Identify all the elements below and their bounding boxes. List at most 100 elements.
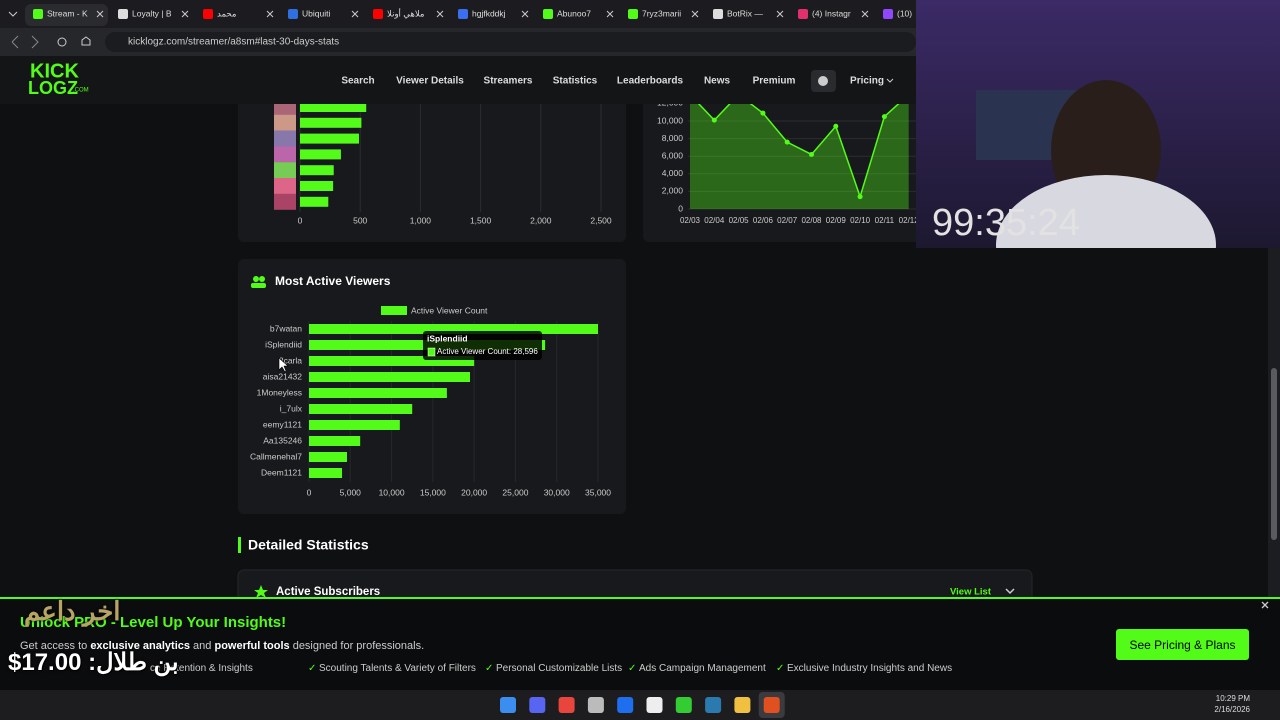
tab-close[interactable] bbox=[776, 10, 784, 18]
taskbar-icon[interactable] bbox=[587, 697, 604, 713]
nav-link[interactable]: News bbox=[704, 76, 731, 87]
y-tick-label: 2carla bbox=[279, 355, 302, 365]
tab[interactable] bbox=[535, 4, 618, 26]
home[interactable] bbox=[81, 36, 91, 46]
logo-bottom[interactable]: LOGZ bbox=[28, 78, 78, 98]
y-tick-label: 4,000 bbox=[662, 168, 684, 178]
nav-link[interactable]: Pricing bbox=[850, 76, 884, 87]
tab-icon bbox=[203, 9, 213, 19]
tab[interactable] bbox=[450, 4, 533, 26]
x-tick-label: 02/03 bbox=[680, 216, 701, 225]
feature: ce Retention & Insights bbox=[150, 663, 253, 674]
tab[interactable] bbox=[705, 4, 788, 26]
taskbar-icon[interactable] bbox=[558, 697, 575, 713]
tab-title[interactable]: (4) Instagr bbox=[812, 8, 851, 18]
nav-arrow[interactable] bbox=[11, 35, 19, 49]
discord-icon bbox=[818, 76, 828, 86]
y-tick-label: b7watan bbox=[270, 323, 302, 333]
tab-title[interactable]: Abunoo7 bbox=[557, 8, 591, 18]
nav-link[interactable]: Statistics bbox=[553, 76, 598, 87]
tab-close[interactable] bbox=[606, 10, 614, 18]
logo-top[interactable]: KICK bbox=[30, 60, 79, 82]
tab[interactable] bbox=[365, 4, 448, 26]
tab-close[interactable] bbox=[691, 10, 699, 18]
taskbar-icon[interactable] bbox=[763, 697, 780, 713]
view-list[interactable]: View List bbox=[950, 587, 992, 597]
tab-menu[interactable] bbox=[8, 11, 18, 17]
section-title[interactable]: Active Subscribers bbox=[276, 586, 380, 597]
promo-text: Get access to exclusive analytics and po… bbox=[20, 640, 424, 652]
x-tick-label: 0 bbox=[307, 487, 312, 497]
tab-title[interactable]: Stream - K bbox=[47, 8, 88, 18]
tab[interactable] bbox=[195, 4, 278, 26]
x-tick-label: 5,000 bbox=[340, 487, 362, 497]
tab[interactable] bbox=[790, 4, 873, 26]
y-tick-label: 6,000 bbox=[662, 150, 684, 160]
tab-title[interactable]: ملاهي أونلا bbox=[387, 6, 425, 19]
y-tick-label: 2,000 bbox=[662, 186, 684, 196]
x-tick-label: 20,000 bbox=[461, 487, 487, 497]
tab-icon bbox=[713, 9, 723, 19]
tab-close[interactable] bbox=[861, 10, 869, 18]
tab-close[interactable] bbox=[266, 10, 274, 18]
tab[interactable] bbox=[25, 4, 108, 26]
bar[interactable] bbox=[309, 420, 400, 430]
taskbar-icon[interactable] bbox=[529, 697, 546, 713]
scrollbar[interactable] bbox=[1268, 104, 1280, 690]
url[interactable]: kicklogz.com/streamer/a8sm#last-30-days-… bbox=[128, 37, 339, 48]
taskbar-icon[interactable] bbox=[500, 697, 516, 713]
nav-link[interactable]: Leaderboards bbox=[617, 76, 684, 87]
tab-title[interactable]: محمد bbox=[217, 8, 237, 18]
bar[interactable] bbox=[309, 452, 347, 462]
tab[interactable] bbox=[110, 4, 193, 26]
nav-link[interactable]: Streamers bbox=[484, 76, 533, 87]
bar[interactable] bbox=[309, 404, 413, 414]
nav-arrow[interactable] bbox=[31, 35, 39, 49]
reload[interactable] bbox=[57, 37, 67, 47]
tab-close[interactable] bbox=[521, 10, 529, 18]
x-tick-label: 0 bbox=[298, 215, 303, 225]
scroll-thumb[interactable] bbox=[1271, 368, 1277, 540]
tab-title[interactable]: Loyalty | B bbox=[132, 8, 172, 18]
x-tick-label: 30,000 bbox=[544, 487, 570, 497]
bar[interactable] bbox=[309, 388, 447, 398]
y-tick-label: Callmenehal7 bbox=[250, 451, 302, 461]
tab-close[interactable] bbox=[96, 10, 104, 18]
tab-close[interactable] bbox=[436, 10, 444, 18]
tab-title[interactable]: BotRix — bbox=[727, 8, 763, 18]
close-button[interactable] bbox=[1259, 599, 1271, 611]
nav-link[interactable]: Premium bbox=[753, 76, 796, 87]
tab-close[interactable] bbox=[181, 10, 189, 18]
x-tick-label: 02/04 bbox=[704, 216, 725, 225]
taskbar-icon[interactable] bbox=[675, 697, 692, 713]
chevron[interactable] bbox=[1005, 588, 1015, 595]
bar[interactable] bbox=[309, 324, 598, 334]
address-bar[interactable] bbox=[105, 32, 916, 52]
taskbar-icon[interactable] bbox=[617, 697, 634, 713]
tab[interactable] bbox=[280, 4, 363, 26]
bar[interactable] bbox=[309, 436, 361, 446]
taskbar-icon[interactable] bbox=[705, 697, 722, 713]
legend-swatch bbox=[381, 306, 407, 315]
y-tick-label: Aa135246 bbox=[263, 435, 302, 445]
y-tick-label: 0 bbox=[678, 203, 683, 213]
text: Get access to bbox=[20, 640, 91, 652]
bar[interactable] bbox=[309, 356, 475, 366]
bar[interactable] bbox=[309, 468, 343, 478]
nav-link[interactable]: Viewer Details bbox=[396, 76, 464, 87]
tab-title[interactable]: (10) bbox=[897, 8, 912, 18]
pricing-button[interactable]: See Pricing & Plans bbox=[1116, 629, 1249, 660]
tab-title[interactable]: 7ryz3marii bbox=[642, 8, 681, 18]
tab-title[interactable]: Ubiquiti bbox=[302, 8, 330, 18]
taskbar-icon[interactable] bbox=[734, 697, 751, 713]
taskbar-icon[interactable] bbox=[646, 697, 663, 713]
point bbox=[857, 194, 863, 200]
tab-close[interactable] bbox=[351, 10, 359, 18]
line bbox=[697, 104, 900, 200]
area bbox=[690, 104, 909, 209]
tab[interactable] bbox=[620, 4, 703, 26]
nav-link[interactable]: Search bbox=[341, 76, 374, 87]
tab-title[interactable]: hgjfkddkj bbox=[472, 8, 506, 18]
point bbox=[711, 117, 717, 123]
bar[interactable] bbox=[309, 372, 471, 382]
